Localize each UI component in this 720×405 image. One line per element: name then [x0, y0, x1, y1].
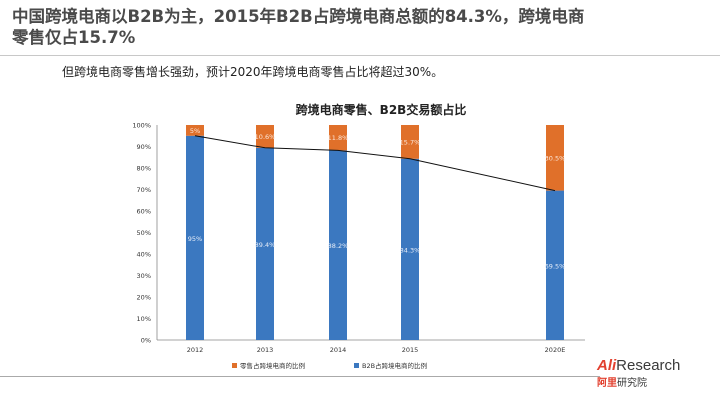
bar-retail-2014: [329, 125, 347, 151]
x-tick-label: 2014: [330, 346, 347, 354]
bar-b2b-2014: [329, 150, 347, 340]
bar-label-b2b-2020E: 69.5%: [545, 262, 566, 270]
y-tick-label: 10%: [137, 315, 151, 323]
bar-retail-2015: [401, 125, 419, 159]
x-tick-label: 2012: [187, 346, 204, 354]
bar-b2b-2015: [401, 158, 419, 340]
logo-cn-red: 阿里: [597, 378, 617, 389]
bar-label-retail-2014: 11.8%: [328, 134, 349, 142]
title-divider: [0, 55, 720, 56]
bar-label-retail-2020E: 30.5%: [545, 154, 566, 162]
y-tick-label: 40%: [137, 251, 151, 259]
logo-wordmark: AliResearch: [597, 357, 680, 375]
bar-retail-2012: [186, 125, 204, 136]
y-tick-label: 50%: [137, 229, 151, 237]
bar-label-retail-2012: 5%: [190, 127, 200, 135]
bar-label-retail-2015: 15.7%: [400, 138, 421, 146]
bar-label-b2b-2012: 95%: [188, 235, 202, 243]
legend-swatch-1: [354, 363, 359, 368]
y-tick-label: 100%: [132, 122, 151, 130]
trend-line: [194, 135, 556, 192]
y-tick-label: 80%: [137, 165, 151, 173]
bar-label-b2b-2014: 88.2%: [328, 242, 349, 250]
footer-divider: [0, 376, 600, 377]
y-tick-label: 90%: [137, 143, 151, 151]
x-tick-label: 2013: [257, 346, 274, 354]
bar-label-b2b-2013: 89.4%: [255, 241, 276, 249]
slide-subtitle: 但跨境电商零售增长强劲，预计2020年跨境电商零售占比将超过30%。: [62, 65, 444, 79]
y-tick-label: 0%: [141, 337, 151, 345]
x-tick-label: 2015: [402, 346, 419, 354]
legend-label-0: 零售占跨境电商的比例: [240, 361, 305, 370]
logo-ali: Ali: [597, 357, 617, 374]
y-tick-label: 60%: [137, 208, 151, 216]
slide-title: 中国跨境电商以B2B为主，2015年B2B占跨境电商总额的84.3%，跨境电商 …: [12, 6, 712, 48]
logo-cn: 研究院: [617, 378, 647, 389]
y-tick-label: 20%: [137, 294, 151, 302]
y-tick-label: 30%: [137, 272, 151, 280]
slide-title-line2: 零售仅占15.7%: [12, 28, 136, 47]
bar-b2b-2020E: [546, 190, 564, 340]
chart-title: 跨境电商零售、B2B交易额占比: [296, 102, 467, 117]
y-tick-label: 70%: [137, 186, 151, 194]
bar-b2b-2013: [256, 147, 274, 340]
legend-swatch-0: [232, 363, 237, 368]
x-tick-label: 2020E: [545, 346, 566, 354]
legend-label-1: B2B占跨境电商的比例: [362, 361, 427, 370]
logo-research: Research: [616, 357, 681, 374]
slide-title-line1: 中国跨境电商以B2B为主，2015年B2B占跨境电商总额的84.3%，跨境电商: [12, 7, 585, 26]
bar-label-retail-2013: 10.6%: [255, 133, 276, 141]
aliresearch-logo: AliResearch 阿里研究院: [597, 357, 717, 397]
logo-chinese: 阿里研究院: [597, 374, 647, 389]
bar-retail-2020E: [546, 125, 564, 191]
bar-b2b-2012: [186, 135, 204, 340]
bar-label-b2b-2015: 84.3%: [400, 246, 421, 254]
bar-retail-2013: [256, 125, 274, 148]
